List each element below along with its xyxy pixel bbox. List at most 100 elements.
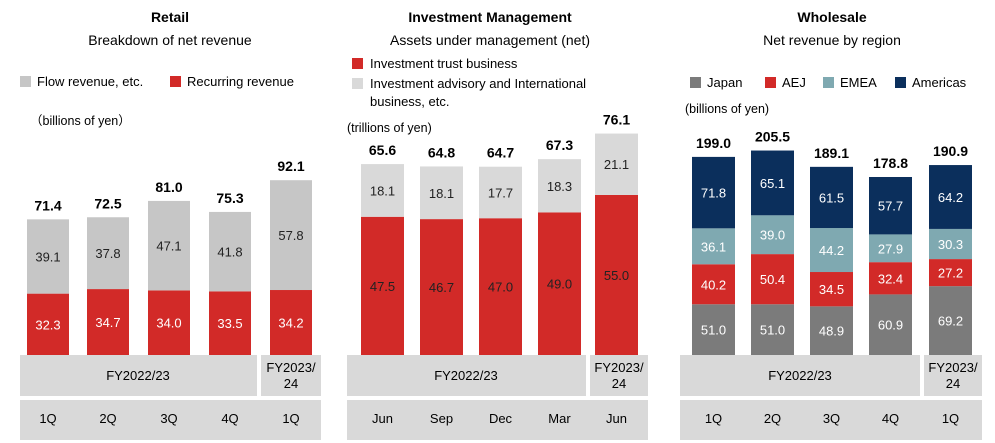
im-subtitle: Assets under management (net)	[390, 32, 590, 48]
im-total-label-3: 64.7	[487, 145, 514, 161]
wholesale-bar-2-series-1	[751, 304, 794, 355]
wholesale-total-label-2: 205.5	[755, 129, 790, 145]
wholesale-bar-1-series-1	[692, 304, 735, 355]
legend-emea: EMEA	[840, 75, 877, 90]
im-bar-4-series-1	[538, 212, 581, 355]
wholesale-value-label-1-series-2: 40.2	[701, 277, 726, 292]
retail-category-label-3: 3Q	[160, 411, 177, 426]
wholesale-total-label-3: 189.1	[814, 145, 849, 161]
retail-value-label-2-series-2: 37.8	[95, 246, 120, 261]
im-bar-3-series-2	[479, 166, 522, 219]
period-band-fy2023	[590, 355, 648, 396]
wholesale-value-label-2-series-4: 65.1	[760, 176, 785, 191]
wholesale-bar-4-series-1	[869, 294, 912, 355]
retail-value-label-4-series-2: 41.8	[217, 245, 242, 260]
retail-bar-3-series-2	[148, 200, 190, 291]
wholesale-bar-5-series-1	[929, 286, 972, 355]
wholesale-value-label-1-series-4: 71.8	[701, 186, 726, 201]
period-label-fy2023-line1: FY2023/	[928, 360, 978, 375]
wholesale-value-label-2-series-1: 51.0	[760, 323, 785, 338]
wholesale-category-labels: 1Q 2Q 3Q 4Q 1Q	[705, 411, 959, 426]
wholesale-total-label-5: 190.9	[933, 143, 968, 159]
wholesale-category-label-2: 2Q	[764, 411, 781, 426]
im-bar-5-series-1	[595, 194, 638, 355]
retail-bars: 32.3 39.1 71.4 34.7 37.8 72.5 34.0 47.1 81.0 33.5…	[27, 158, 312, 355]
retail-bar-1-series-2	[27, 219, 69, 294]
im-bar-1-series-1	[361, 216, 404, 355]
wholesale-value-label-2-series-3: 39.0	[760, 228, 785, 243]
retail-value-label-3-series-1: 34.0	[156, 316, 181, 331]
retail-bar-1-series-1	[27, 293, 69, 355]
period-label-fy2023-line2: 24	[284, 376, 298, 391]
wholesale-value-label-4-series-3: 27.9	[878, 241, 903, 256]
wholesale-bar-3-series-3	[810, 228, 853, 273]
im-category-label-4: Mar	[548, 411, 571, 426]
wholesale-bar-2-series-4	[751, 150, 794, 216]
wholesale-value-label-3-series-4: 61.5	[819, 190, 844, 205]
wholesale-bar-3-series-1	[810, 306, 853, 355]
im-value-label-3-series-2: 17.7	[488, 185, 513, 200]
wholesale-total-label-4: 178.8	[873, 155, 908, 171]
im-value-label-5-series-2: 21.1	[604, 157, 629, 172]
retail-bar-4-series-1	[209, 291, 251, 355]
wholesale-value-label-4-series-1: 60.9	[878, 318, 903, 333]
wholesale-bar-1-series-3	[692, 228, 735, 265]
im-value-label-3-series-1: 47.0	[488, 280, 513, 295]
wholesale-bar-5-series-3	[929, 228, 972, 260]
im-unit-label: (trillions of yen)	[347, 121, 432, 135]
legend-recurring: Recurring revenue	[187, 74, 294, 89]
retail-value-label-2-series-1: 34.7	[95, 315, 120, 330]
im-value-label-4-series-1: 49.0	[547, 277, 572, 292]
im-value-label-1-series-2: 18.1	[370, 183, 395, 198]
wholesale-title: Wholesale	[797, 9, 866, 25]
im-title: Investment Management	[408, 9, 572, 25]
wholesale-category-label-5: 1Q	[942, 411, 959, 426]
period-label-fy2023-line1: FY2023/	[266, 360, 316, 375]
wholesale-total-label-1: 199.0	[696, 135, 731, 151]
retail-unit-label: （billions of yen）	[30, 114, 131, 128]
im-value-label-1-series-1: 47.5	[370, 279, 395, 294]
legend-swatch-flow	[20, 76, 31, 87]
wholesale-bar-3-series-2	[810, 272, 853, 307]
legend-flow: Flow revenue, etc.	[37, 74, 143, 89]
retail-value-label-4-series-1: 33.5	[217, 316, 242, 331]
wholesale-panel: Wholesale Net revenue by region Japan AE…	[680, 9, 982, 440]
period-band-fy2022	[680, 355, 920, 396]
legend-americas: Americas	[912, 75, 967, 90]
legend-swatch-recurring	[170, 76, 181, 87]
wholesale-value-label-5-series-1: 69.2	[938, 314, 963, 329]
wholesale-bar-3-series-4	[810, 166, 853, 229]
wholesale-value-label-5-series-3: 30.3	[938, 237, 963, 252]
im-bar-3-series-1	[479, 218, 522, 355]
retail-total-label-3: 81.0	[155, 179, 182, 195]
retail-value-label-5-series-2: 57.8	[278, 228, 303, 243]
legend-swatch-japan	[690, 77, 701, 88]
im-category-label-3: Dec	[489, 411, 513, 426]
wholesale-value-label-5-series-4: 64.2	[938, 190, 963, 205]
im-bar-2-series-2	[420, 166, 463, 220]
wholesale-value-label-4-series-2: 32.4	[878, 271, 903, 286]
wholesale-value-label-5-series-2: 27.2	[938, 266, 963, 281]
im-total-label-1: 65.6	[369, 142, 396, 158]
period-label-fy2022: FY2022/23	[106, 368, 170, 383]
retail-title: Retail	[151, 9, 189, 25]
wholesale-bars: 51.0 40.2 36.1 71.8 199.0 51.0 50.4 39.0 65.1 205…	[692, 129, 972, 355]
im-category-label-1: Jun	[372, 411, 393, 426]
wholesale-bar-1-series-4	[692, 156, 735, 229]
retail-bar-2-series-2	[87, 217, 129, 290]
retail-category-labels: 1Q 2Q 3Q 4Q 1Q	[39, 411, 299, 426]
im-value-label-2-series-2: 18.1	[429, 186, 454, 201]
retail-bar-5-series-2	[270, 180, 312, 291]
retail-total-label-5: 92.1	[277, 158, 304, 174]
im-category-label-2: Sep	[430, 411, 453, 426]
retail-value-label-5-series-1: 34.2	[278, 316, 303, 331]
retail-total-label-2: 72.5	[94, 195, 121, 211]
retail-category-label-2: 2Q	[99, 411, 116, 426]
period-band-fy2022	[347, 355, 586, 396]
period-label-fy2023-line2: 24	[946, 376, 960, 391]
retail-bar-3-series-1	[148, 290, 190, 355]
investment-management-panel: Investment Management Assets under manag…	[347, 9, 648, 440]
category-band	[680, 400, 982, 440]
im-value-label-4-series-2: 18.3	[547, 179, 572, 194]
